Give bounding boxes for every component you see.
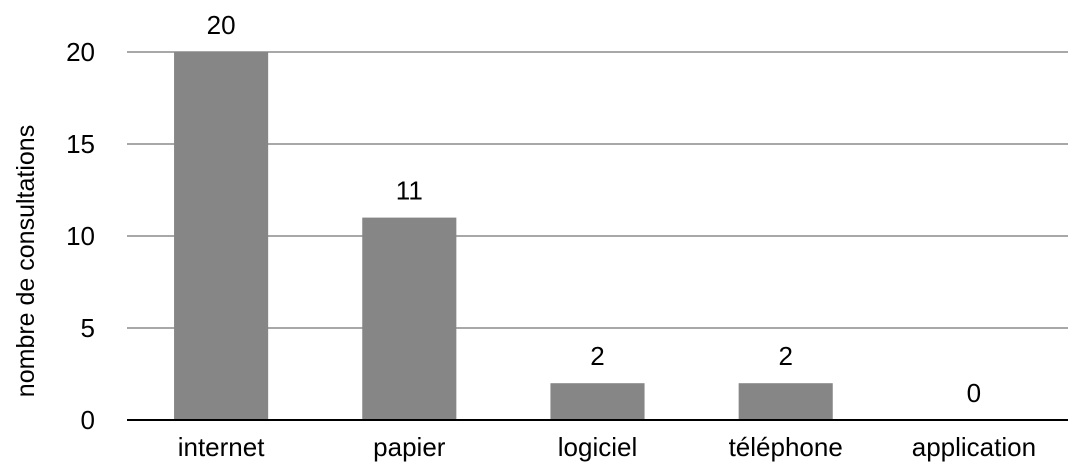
category-label: papier — [373, 432, 446, 462]
category-label: internet — [178, 432, 265, 462]
bar-papier — [362, 217, 457, 420]
data-label: 2 — [590, 341, 604, 371]
data-label: 0 — [967, 378, 981, 408]
y-tick-label: 15 — [66, 129, 95, 159]
y-tick-labels: 0 5 10 15 20 — [66, 37, 95, 435]
category-labels: internet papier logiciel téléphone applicati… — [178, 432, 1036, 462]
data-label: 11 — [396, 176, 423, 206]
category-label: application — [912, 432, 1036, 462]
bars — [174, 52, 833, 420]
y-tick-label: 5 — [81, 313, 95, 343]
data-label: 20 — [207, 10, 236, 40]
bar-internet — [174, 52, 269, 420]
bar-logiciel — [550, 383, 645, 420]
category-label: téléphone — [729, 432, 843, 462]
gridlines — [127, 51, 1068, 329]
y-tick-label: 10 — [66, 221, 95, 251]
category-label: logiciel — [558, 432, 638, 462]
y-tick-label: 20 — [66, 37, 95, 67]
bar-téléphone — [738, 383, 833, 420]
y-axis-title: nombre de consultations — [12, 125, 40, 397]
y-tick-label: 0 — [81, 405, 95, 435]
data-label: 2 — [778, 341, 792, 371]
